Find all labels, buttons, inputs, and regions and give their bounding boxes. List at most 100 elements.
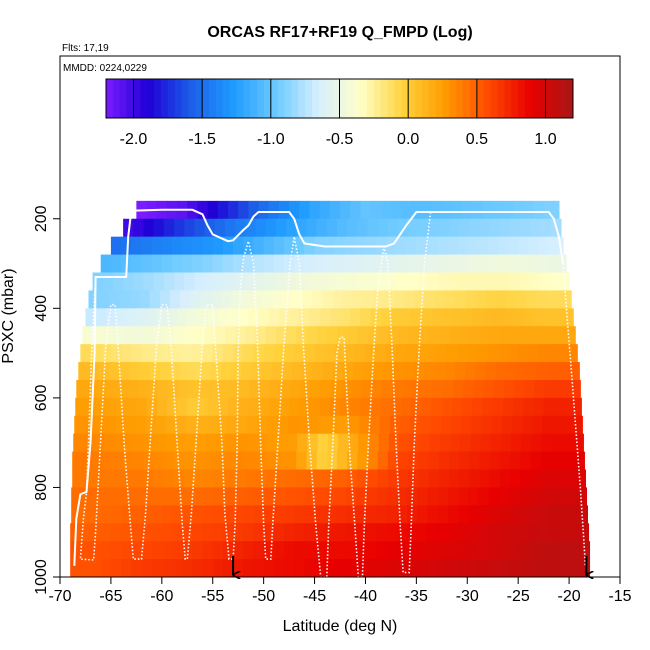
heat-cell [194, 469, 206, 489]
heat-cell [540, 451, 552, 471]
heat-cell [172, 344, 183, 363]
heat-cell [530, 451, 542, 471]
colorbar-segment [408, 79, 416, 118]
heat-cell [207, 397, 219, 417]
colorbar-segment [469, 79, 478, 118]
colorbar-segment [291, 79, 299, 118]
heat-cell [233, 541, 244, 560]
heat-cell [188, 379, 200, 399]
heat-cell [457, 344, 468, 363]
heat-cell [355, 541, 367, 560]
heat-cell [276, 433, 288, 453]
heat-cell [380, 308, 392, 327]
heat-cell [304, 541, 316, 560]
heat-cell [163, 326, 175, 345]
heat-cell [334, 523, 346, 542]
heat-cell [498, 505, 510, 524]
heat-cell [261, 362, 273, 381]
heat-cell [401, 397, 412, 417]
heat-cell [434, 362, 446, 381]
heat-cell [253, 236, 265, 256]
heat-cell [275, 469, 287, 489]
colorbar-segment [147, 79, 155, 118]
heat-cell [88, 290, 100, 309]
heat-cell [530, 469, 542, 489]
heat-cell [324, 559, 336, 577]
colorbar-segment [360, 79, 368, 118]
heat-cell [518, 254, 529, 274]
heat-cell [553, 308, 565, 327]
heat-cell [86, 379, 98, 399]
heat-cell [90, 559, 102, 577]
heat-cell [223, 487, 235, 506]
heat-cell [174, 218, 185, 238]
heat-cell [580, 487, 587, 506]
heat-cell [495, 290, 507, 309]
heat-cell [278, 200, 290, 220]
heat-cell [326, 272, 338, 292]
heat-cell [197, 308, 209, 327]
heat-cell [467, 541, 479, 560]
heat-cell [406, 344, 417, 363]
heat-cell [421, 397, 433, 417]
heat-cell [482, 308, 494, 327]
colorbar-segment [463, 79, 471, 118]
heat-cell [273, 344, 285, 363]
heat-cell [418, 326, 430, 345]
heat-cell [510, 272, 521, 292]
heat-cell [121, 541, 132, 560]
heat-cell [273, 523, 285, 542]
heat-cell [70, 559, 81, 577]
heat-cell [539, 505, 551, 524]
heat-cell [210, 290, 222, 309]
heat-cell [558, 523, 570, 542]
heat-cell [204, 272, 216, 292]
heat-cell [202, 523, 214, 542]
colorbar-segment [154, 79, 162, 118]
heat-cell [203, 487, 215, 506]
heat-cell [141, 523, 153, 542]
heat-cell [310, 379, 322, 399]
heat-cell [119, 290, 130, 309]
heat-cell [498, 487, 510, 506]
heat-cell [142, 487, 154, 506]
heat-cell [241, 290, 253, 309]
colorbar-segment [318, 79, 327, 118]
heat-cell [284, 236, 295, 256]
heat-cell [508, 523, 519, 542]
heat-cell [558, 559, 570, 577]
heat-cell [399, 433, 410, 453]
heat-cell [556, 290, 568, 309]
heat-cell [508, 254, 519, 274]
heat-cell [407, 487, 418, 506]
heat-cell [336, 326, 348, 345]
heat-cell [345, 254, 356, 274]
heat-cell [532, 415, 544, 435]
heat-cell [176, 415, 187, 435]
heat-cell [518, 236, 529, 256]
heat-cell [296, 272, 307, 292]
heat-cell [108, 362, 120, 381]
heat-cell [377, 326, 389, 345]
descent-track [562, 263, 587, 566]
heat-cell [192, 344, 204, 363]
heat-cell [131, 344, 143, 363]
heat-cell [559, 505, 571, 524]
heat-cell [550, 326, 562, 345]
heat-cell [319, 200, 331, 220]
heat-cell [169, 290, 181, 309]
heat-cell [214, 326, 226, 345]
heat-cell [184, 326, 195, 345]
heat-cell [217, 200, 229, 220]
heat-cell [285, 505, 296, 524]
heat-cell [121, 559, 132, 577]
heat-cell [194, 451, 206, 471]
heat-cell [400, 415, 411, 435]
heat-cell [570, 505, 581, 524]
heat-cell [529, 505, 541, 524]
colorbar-segment [428, 79, 437, 118]
heat-cell [452, 308, 463, 327]
heat-cell [197, 200, 209, 220]
colorbar-segment [435, 79, 444, 118]
heat-cell [306, 326, 318, 345]
